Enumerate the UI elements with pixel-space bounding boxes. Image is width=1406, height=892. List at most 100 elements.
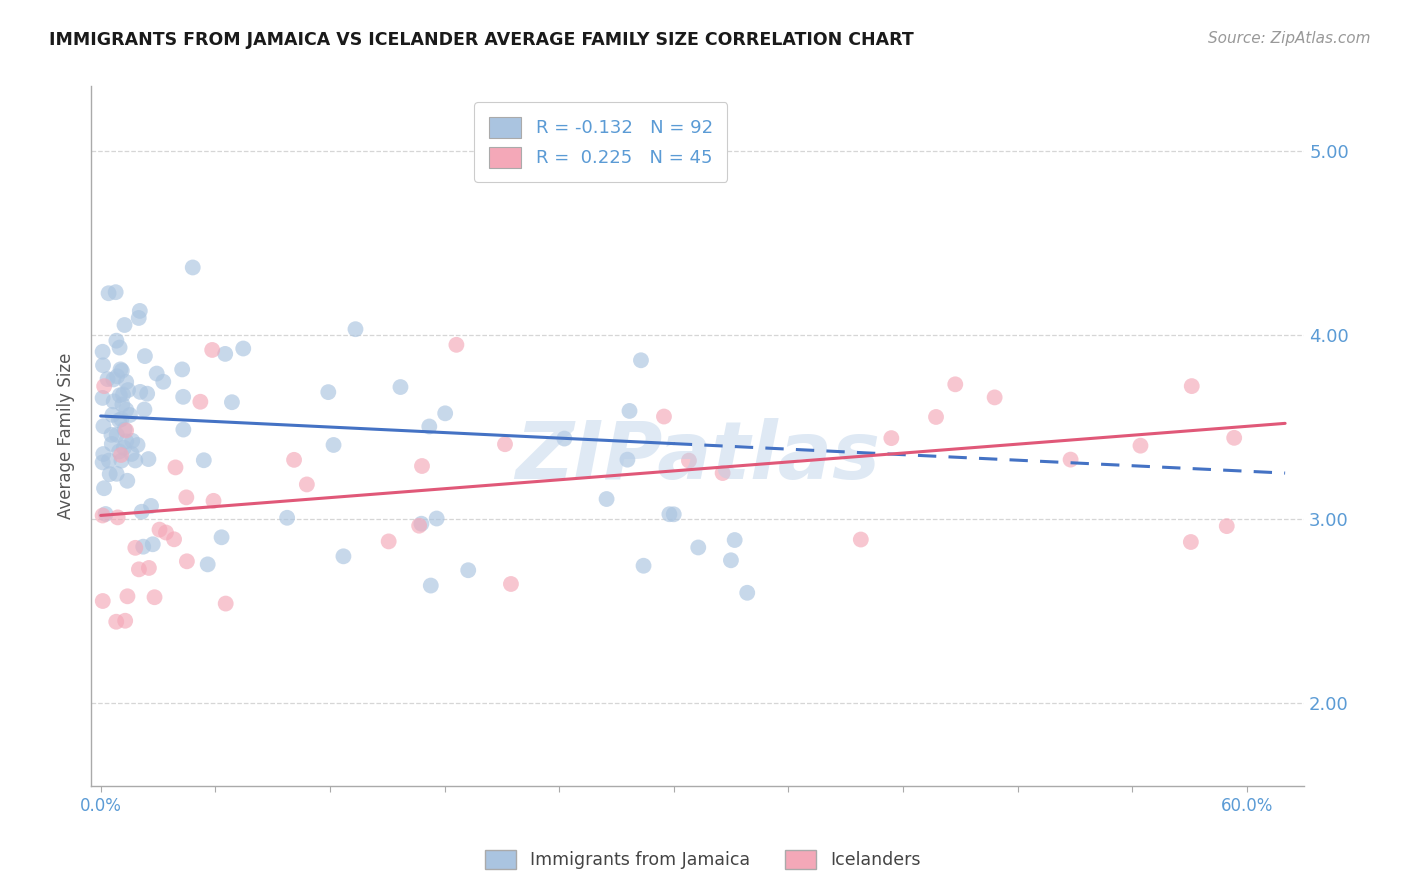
Point: [108, 341, 131, 355]
Point: [91, 594, 114, 608]
Point: [129, 384, 152, 399]
Point: [711, 466, 734, 480]
Point: [418, 419, 440, 434]
Point: [322, 438, 344, 452]
Point: [176, 491, 198, 505]
Point: [111, 397, 134, 411]
Point: [103, 372, 125, 386]
Point: [98, 467, 121, 482]
Point: [163, 533, 186, 547]
Point: [724, 533, 747, 547]
Point: [124, 541, 146, 555]
Point: [105, 615, 128, 629]
Point: [155, 525, 177, 540]
Point: [107, 510, 129, 524]
Point: [108, 388, 131, 402]
Point: [111, 364, 134, 378]
Point: [91, 359, 114, 373]
Point: [172, 390, 194, 404]
Point: [616, 452, 638, 467]
Point: [688, 541, 710, 555]
Point: [457, 563, 479, 577]
Point: [295, 477, 318, 491]
Point: [124, 453, 146, 467]
Point: [111, 387, 134, 401]
Point: [880, 431, 903, 445]
Point: [494, 437, 516, 451]
Point: [94, 507, 117, 521]
Point: [1181, 379, 1204, 393]
Point: [93, 419, 115, 434]
Text: ZIPatlas: ZIPatlas: [515, 418, 880, 496]
Point: [138, 452, 160, 467]
Point: [1129, 439, 1152, 453]
Point: [619, 404, 641, 418]
Point: [118, 408, 141, 422]
Point: [1180, 535, 1202, 549]
Point: [131, 505, 153, 519]
Point: [411, 516, 433, 531]
Point: [101, 437, 124, 451]
Point: [152, 375, 174, 389]
Point: [332, 549, 354, 564]
Point: [630, 353, 652, 368]
Point: [127, 438, 149, 452]
Point: [142, 537, 165, 551]
Point: [925, 409, 948, 424]
Point: [735, 586, 758, 600]
Point: [165, 460, 187, 475]
Point: [662, 508, 685, 522]
Point: [128, 310, 150, 325]
Point: [344, 322, 367, 336]
Point: [181, 260, 204, 275]
Point: [276, 510, 298, 524]
Point: [117, 589, 139, 603]
Point: [104, 285, 127, 300]
Point: [114, 422, 136, 436]
Point: [553, 432, 575, 446]
Point: [100, 427, 122, 442]
Point: [115, 402, 138, 417]
Point: [377, 534, 399, 549]
Point: [652, 409, 675, 424]
Point: [316, 385, 339, 400]
Point: [214, 347, 236, 361]
Point: [678, 453, 700, 467]
Point: [1216, 519, 1239, 533]
Point: [720, 553, 742, 567]
Point: [426, 511, 449, 525]
Text: IMMIGRANTS FROM JAMAICA VS ICELANDER AVERAGE FAMILY SIZE CORRELATION CHART: IMMIGRANTS FROM JAMAICA VS ICELANDER AVE…: [49, 31, 914, 49]
Point: [91, 508, 114, 523]
Point: [849, 533, 872, 547]
Point: [108, 444, 131, 458]
Point: [1059, 452, 1081, 467]
Point: [138, 561, 160, 575]
Point: [121, 434, 143, 448]
Point: [112, 441, 135, 455]
Point: [110, 453, 132, 467]
Point: [105, 369, 128, 384]
Point: [110, 448, 132, 462]
Point: [232, 342, 254, 356]
Point: [172, 423, 194, 437]
Point: [101, 408, 124, 422]
Point: [446, 338, 468, 352]
Point: [202, 493, 225, 508]
Point: [983, 391, 1005, 405]
Point: [221, 395, 243, 409]
Point: [93, 481, 115, 495]
Point: [105, 427, 128, 442]
Text: Source: ZipAtlas.com: Source: ZipAtlas.com: [1208, 31, 1371, 46]
Y-axis label: Average Family Size: Average Family Size: [58, 353, 75, 519]
Point: [134, 402, 156, 417]
Point: [110, 412, 132, 426]
Point: [190, 394, 212, 409]
Point: [115, 434, 138, 449]
Point: [283, 453, 305, 467]
Point: [658, 507, 681, 521]
Point: [128, 562, 150, 576]
Point: [595, 491, 617, 506]
Point: [93, 379, 115, 393]
Point: [91, 447, 114, 461]
Point: [211, 530, 233, 544]
